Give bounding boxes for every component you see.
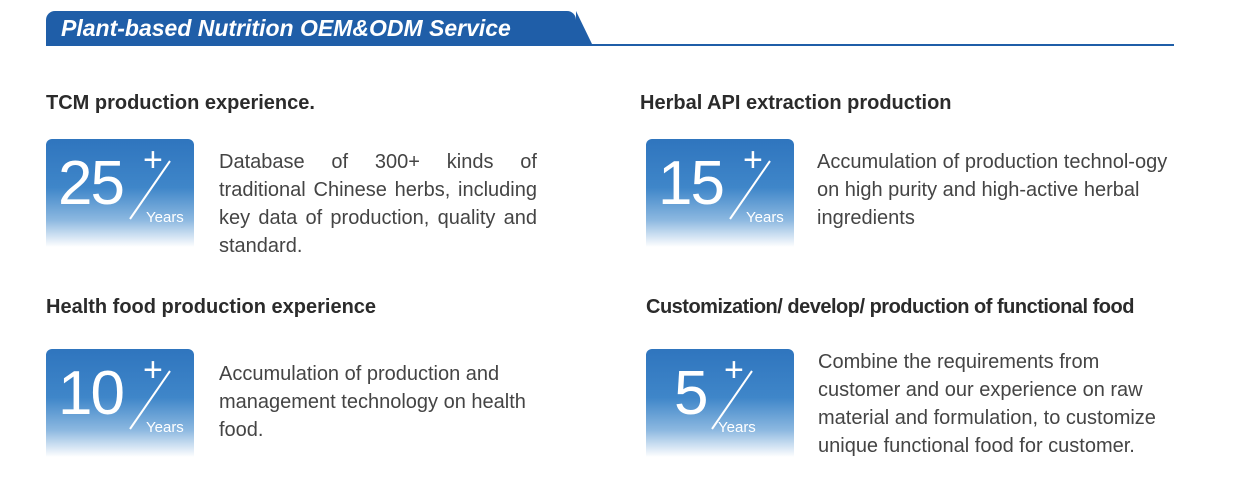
years-number: 5 [674, 359, 709, 428]
years-label: Years [746, 209, 784, 226]
years-badge: 10 + Years [46, 349, 194, 457]
card-description: Database of 300+ kinds of traditional Ch… [219, 151, 537, 257]
card-description: Accumulation of production and managemen… [219, 363, 526, 441]
plus-sign: + [143, 351, 163, 389]
years-number: 25 [58, 149, 125, 218]
header-divider [46, 44, 1174, 46]
years-number: 15 [658, 149, 725, 218]
plus-sign: + [143, 141, 163, 179]
card-title: TCM production experience. [46, 92, 315, 114]
years-badge: 15 + Years [646, 139, 794, 247]
plus-sign: + [724, 351, 744, 389]
card-title: Customization/ develop/ production of fu… [646, 296, 1134, 318]
experience-card-tcm: TCM production experience. 25 + Years Da… [46, 92, 546, 272]
slash-divider-icon [711, 370, 753, 430]
years-number: 10 [58, 359, 125, 428]
plus-sign: + [743, 141, 763, 179]
years-label: Years [146, 419, 184, 436]
section-header: Plant-based Nutrition OEM&ODM Service [46, 11, 1174, 47]
years-badge: 5 + Years [646, 349, 794, 457]
section-title: Plant-based Nutrition OEM&ODM Service [46, 11, 592, 44]
card-title: Health food production experience [46, 296, 377, 318]
years-badge: 25 + Years [46, 139, 194, 247]
slash-divider-icon [729, 160, 771, 220]
card-title: Herbal API extraction production [640, 92, 952, 114]
slash-divider-icon [129, 370, 171, 430]
experience-card-herbal-api: Herbal API extraction production 15 + Ye… [640, 92, 1180, 272]
experience-card-health-food: Health food production experience 10 + Y… [46, 296, 546, 466]
years-label: Years [718, 419, 756, 436]
card-description: Combine the requirements from customer a… [818, 351, 1156, 457]
card-description: Accumulation of production technol-ogy o… [817, 151, 1168, 229]
experience-card-functional-food: Customization/ develop/ production of fu… [646, 296, 1186, 486]
slash-divider-icon [129, 160, 171, 220]
years-label: Years [146, 209, 184, 226]
